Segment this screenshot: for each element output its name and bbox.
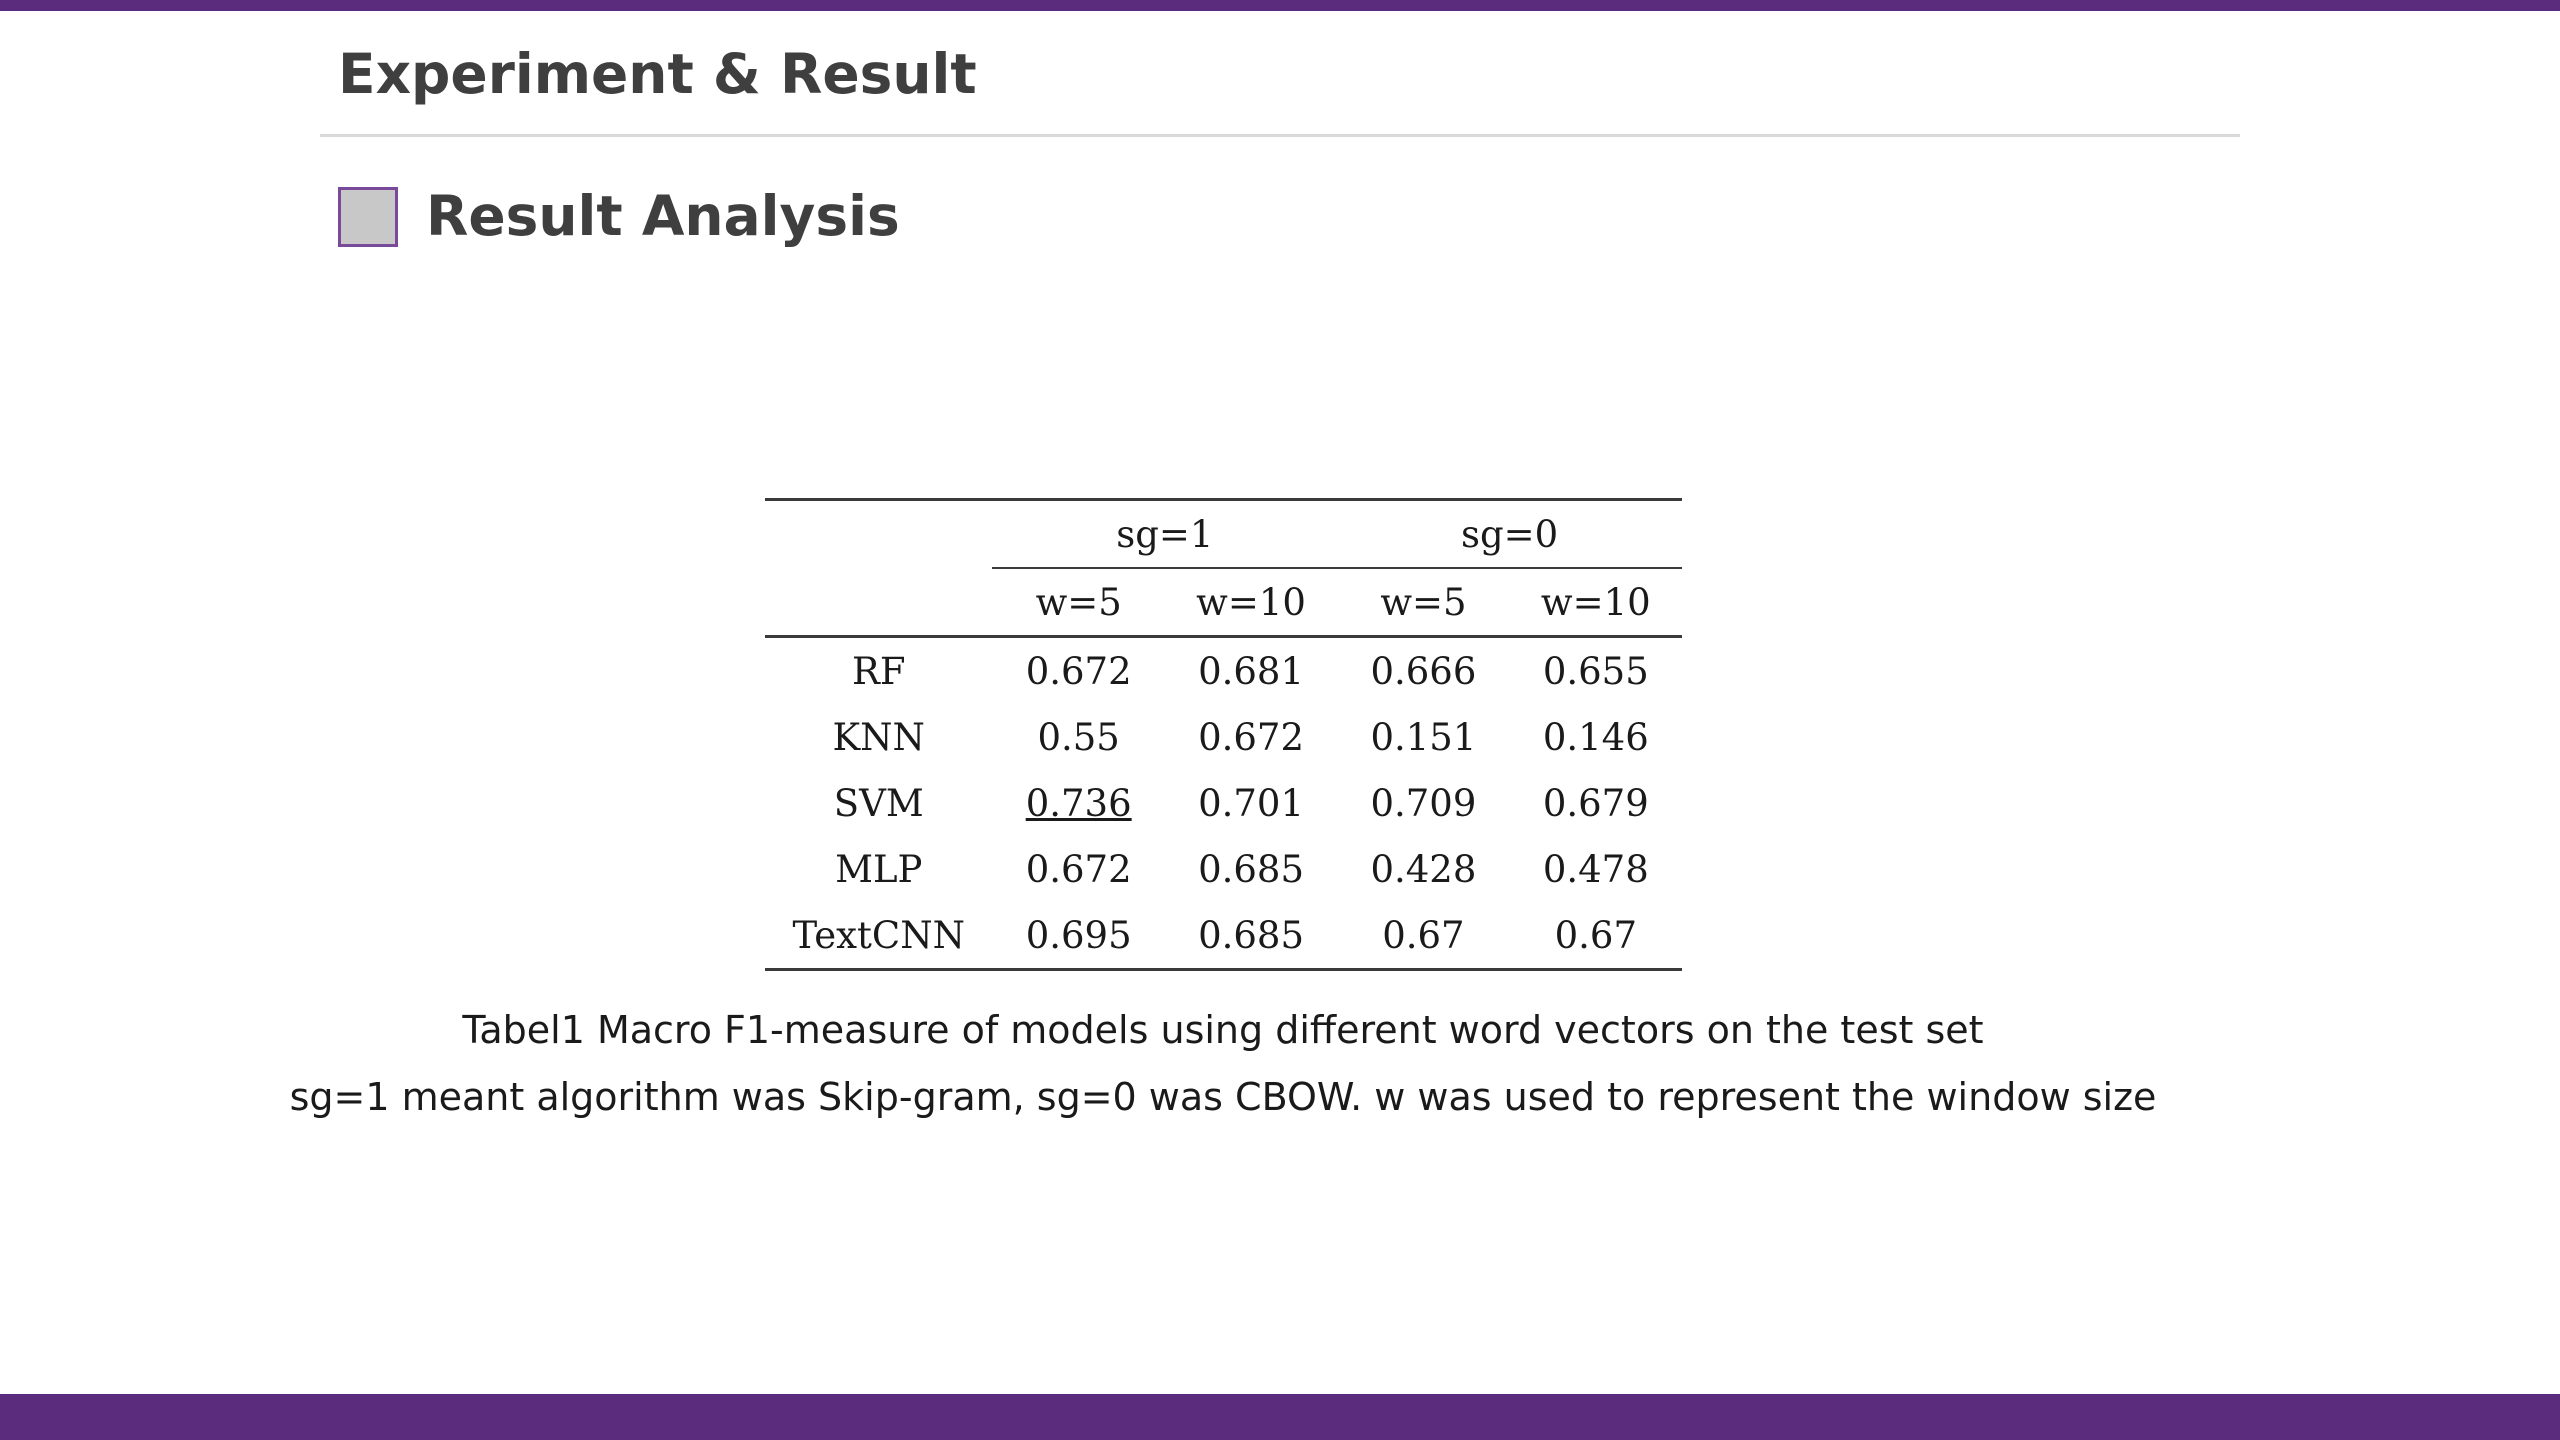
- results-table: sg=1 sg=0 w=5 w=10 w=5 w=10 RF 0.672 0.6…: [765, 498, 1682, 971]
- table-group-header-row: sg=1 sg=0: [765, 498, 1682, 569]
- table-row: KNN 0.55 0.672 0.151 0.146: [765, 704, 1682, 770]
- col-header: w=5: [1337, 568, 1510, 638]
- title-divider: [320, 134, 2240, 137]
- table-cell: 0.709: [1370, 781, 1477, 825]
- group-header-sg0: sg=0: [1337, 498, 1682, 569]
- top-accent-bar: [0, 0, 2560, 11]
- table-cell: 0.681: [1198, 649, 1305, 693]
- table-cell: 0.67: [1337, 902, 1510, 971]
- table-cell: 0.701: [1198, 781, 1305, 825]
- col-header: w=10: [1509, 568, 1682, 638]
- table-cell: 0.666: [1370, 649, 1477, 693]
- slide-title: Experiment & Result: [338, 42, 977, 106]
- table-cell: 0.685: [1198, 847, 1305, 891]
- model-name: KNN: [832, 715, 925, 759]
- table-cell: 0.672: [1198, 715, 1305, 759]
- table-caption: Tabel1 Macro F1-measure of models using …: [462, 1008, 1984, 1052]
- table-cell: 0.428: [1370, 847, 1477, 891]
- table-row: MLP 0.672 0.685 0.428 0.478: [765, 836, 1682, 902]
- table-cell: 0.478: [1542, 847, 1649, 891]
- table-cell: 0.736: [1025, 781, 1132, 825]
- section-title: Result Analysis: [426, 184, 900, 248]
- table-cell: 0.672: [1025, 649, 1132, 693]
- table-cell: 0.672: [1025, 847, 1132, 891]
- table-row: RF 0.672 0.681 0.666 0.655: [765, 637, 1682, 705]
- table-corner-cell: [765, 498, 993, 568]
- model-name: SVM: [833, 781, 924, 825]
- col-header: w=5: [992, 568, 1165, 638]
- model-name: TextCNN: [765, 902, 993, 971]
- table-cell: 0.67: [1509, 902, 1682, 971]
- table-cell: 0.655: [1542, 649, 1649, 693]
- group-header-sg1: sg=1: [992, 498, 1338, 569]
- table-row: SVM 0.736 0.701 0.709 0.679: [765, 770, 1682, 836]
- table-cell: 0.685: [1164, 902, 1338, 971]
- bottom-accent-bar: [0, 1394, 2560, 1440]
- section-marker-icon: [338, 187, 398, 247]
- table-cell: 0.146: [1542, 715, 1649, 759]
- table-cell: 0.695: [992, 902, 1165, 971]
- col-header: w=10: [1164, 568, 1338, 638]
- table-note: sg=1 meant algorithm was Skip-gram, sg=0…: [289, 1075, 2157, 1119]
- table-sub-header-row: w=5 w=10 w=5 w=10: [765, 568, 1682, 638]
- model-name: RF: [851, 649, 906, 693]
- model-name: MLP: [835, 847, 923, 891]
- table-cell: 0.151: [1370, 715, 1477, 759]
- table-cell: 0.679: [1542, 781, 1649, 825]
- table-corner-cell: [765, 568, 993, 638]
- table-row: TextCNN 0.695 0.685 0.67 0.67: [765, 902, 1682, 971]
- table-cell: 0.55: [1037, 715, 1120, 759]
